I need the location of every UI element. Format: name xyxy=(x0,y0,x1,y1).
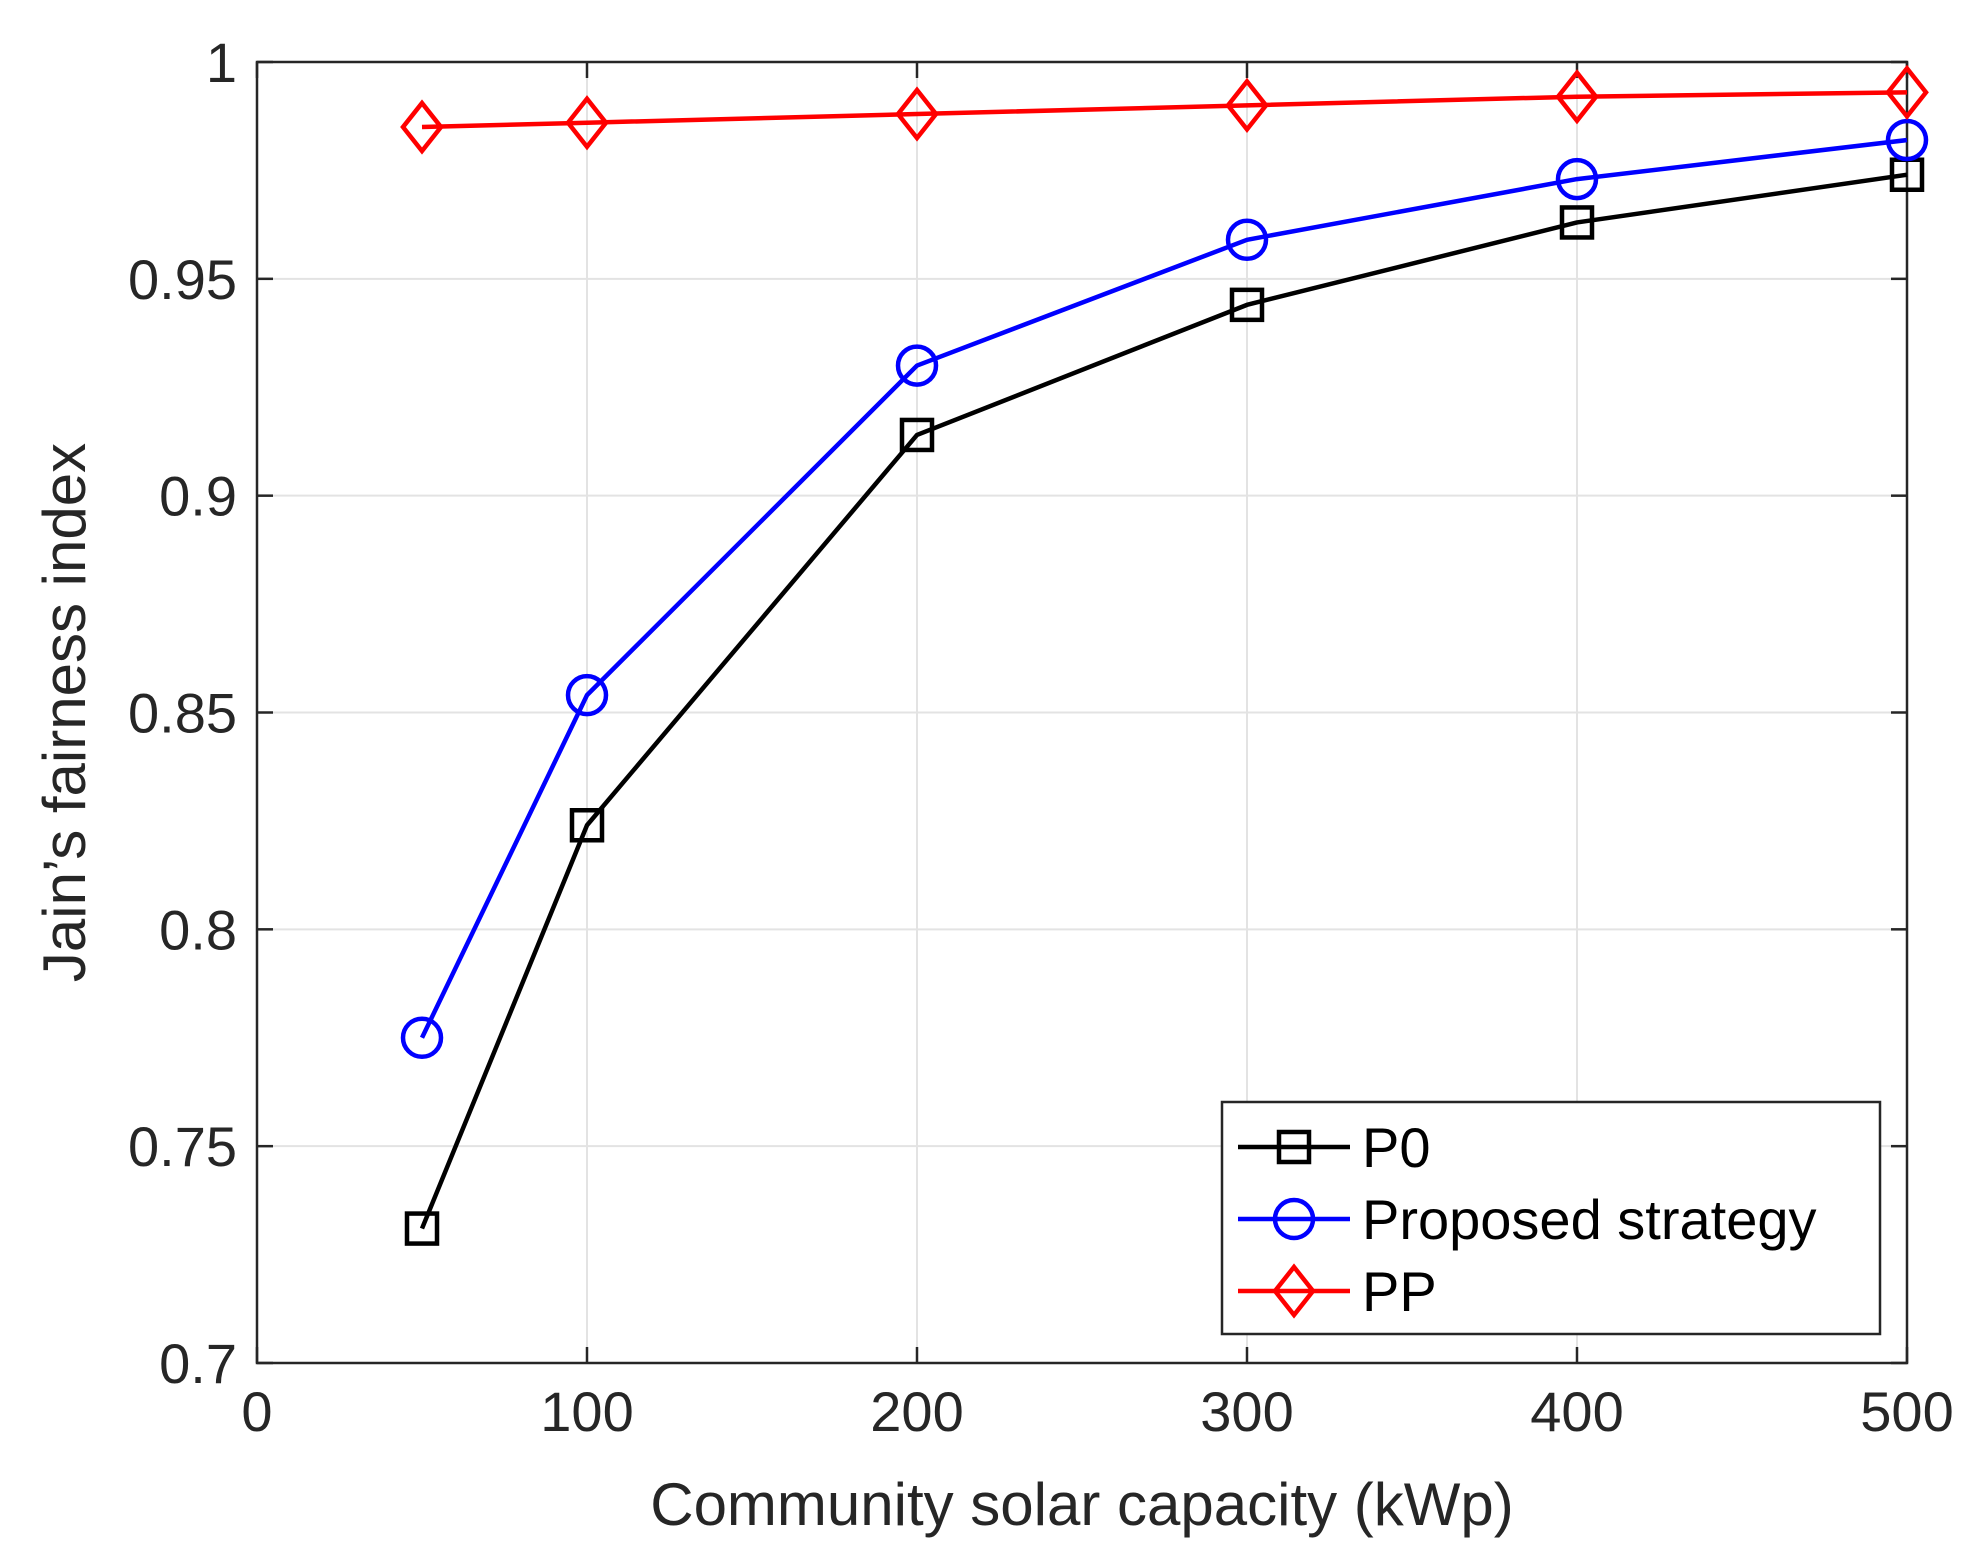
legend: P0 Proposed strategy PP xyxy=(1220,1100,1882,1336)
legend-item: P0 xyxy=(1238,1116,1431,1179)
data-point-diamond xyxy=(1555,69,1599,125)
series-line xyxy=(421,90,1908,130)
data-point-circle xyxy=(895,344,939,387)
legend-label: P0 xyxy=(1362,1116,1431,1179)
data-point-square xyxy=(404,1211,440,1246)
data-point-circle xyxy=(1225,218,1269,262)
data-point-diamond xyxy=(895,86,939,142)
y-tick-label: 0.8 xyxy=(159,898,237,961)
x-tick-label: 400 xyxy=(1530,1380,1623,1443)
y-tick-label: 0.85 xyxy=(128,682,237,745)
axis-ticks: 0 100 200 300 400 500 0.7 0.75 0.8 0.85 0.9 0.95 1 xyxy=(128,31,1954,1443)
data-point-diamond xyxy=(1225,77,1269,133)
series-line xyxy=(419,172,1908,1230)
data-point-square xyxy=(1559,205,1595,240)
data-point-square xyxy=(1229,287,1265,323)
data-point-square xyxy=(899,417,935,453)
x-axis-title: Community solar capacity (kWp) xyxy=(650,1471,1514,1538)
y-tick-label: 1 xyxy=(206,31,237,94)
y-tick-label: 0.7 xyxy=(159,1332,237,1395)
y-tick-label: 0.9 xyxy=(159,465,237,528)
y-tick-label: 0.75 xyxy=(128,1115,237,1178)
data-point-diamond xyxy=(565,95,609,151)
data-point-circle xyxy=(400,1016,444,1059)
legend-marker-square xyxy=(1276,1129,1312,1165)
x-tick-label: 0 xyxy=(241,1380,272,1443)
data-point-circle xyxy=(1555,157,1599,201)
series-proposed-strategy xyxy=(400,118,1929,1059)
x-tick-label: 300 xyxy=(1200,1380,1293,1443)
legend-marker-diamond xyxy=(1272,1263,1316,1319)
data-point-diamond xyxy=(400,99,444,155)
legend-marker-circle xyxy=(1272,1197,1316,1241)
x-tick-label: 500 xyxy=(1860,1380,1953,1443)
x-tick-label: 100 xyxy=(540,1380,633,1443)
legend-item: PP xyxy=(1238,1260,1437,1323)
legend-label: Proposed strategy xyxy=(1362,1188,1816,1251)
y-tick-label: 0.95 xyxy=(128,248,237,311)
series-p0 xyxy=(404,157,1925,1246)
legend-item: Proposed strategy xyxy=(1238,1188,1816,1251)
legend-label: PP xyxy=(1362,1260,1437,1323)
data-point-square xyxy=(569,808,605,843)
y-axis-title: Jain’s fairness index xyxy=(31,443,98,982)
data-series xyxy=(400,64,1929,1246)
series-line xyxy=(419,137,1908,1039)
series-pp xyxy=(400,64,1929,155)
data-point-circle xyxy=(565,673,609,717)
data-point-circle xyxy=(1885,118,1929,162)
x-tick-label: 200 xyxy=(870,1380,963,1443)
data-point-diamond xyxy=(1885,64,1929,120)
